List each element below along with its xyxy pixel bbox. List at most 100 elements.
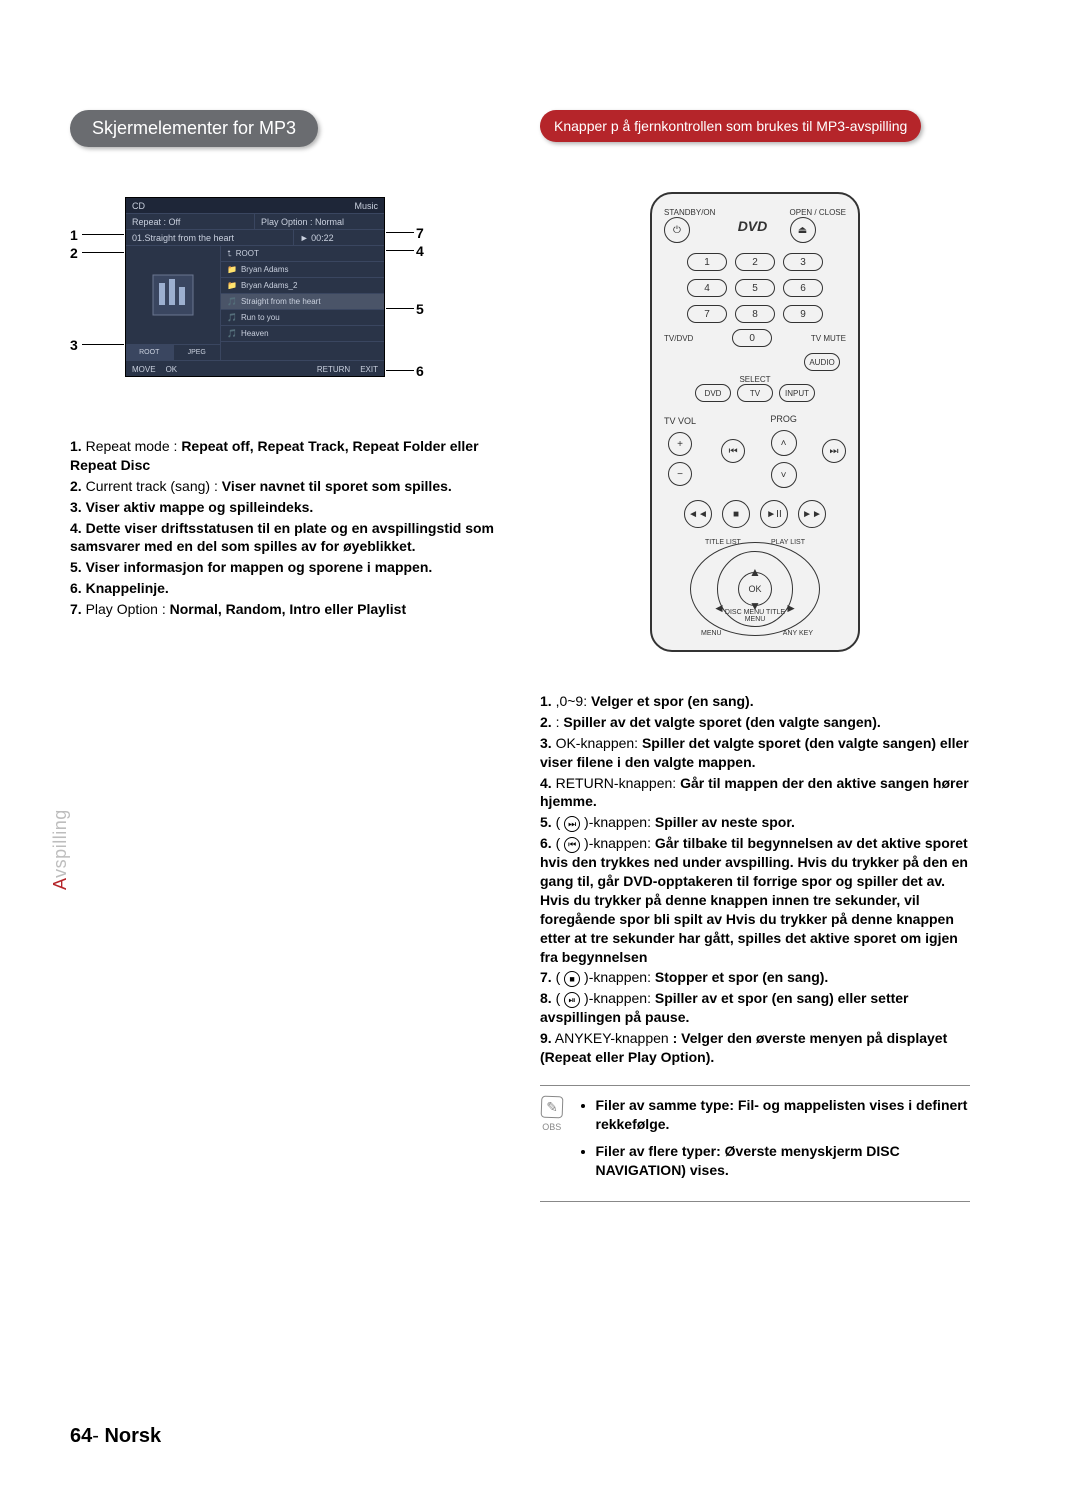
list-item: 7. Play Option : Normal, Random, Intro e… <box>70 600 500 619</box>
label-playlist: PLAY LIST <box>771 539 805 546</box>
list-item: 2. Current track (sang) : Viser navnet t… <box>70 477 500 496</box>
folder-icon <box>227 265 237 274</box>
remote-control-figure: STANDBY/ON ⏻ DVD OPEN / CLOSE ⏏ 123 456 78… <box>650 192 860 652</box>
hint-ok: OK <box>166 365 178 374</box>
play-pause-button[interactable]: ►II <box>760 500 788 528</box>
power-button[interactable]: ⏻ <box>664 217 690 243</box>
mp3-title: CD <box>132 201 145 211</box>
list-item: 6. Knappelinje. <box>70 579 500 598</box>
label-select: SELECT <box>739 375 770 384</box>
list-item: 5. Viser informasjon for mappen og spore… <box>70 558 500 577</box>
callout-1: 1 <box>70 227 78 243</box>
label-open: OPEN / CLOSE <box>790 208 846 217</box>
dpad-left[interactable]: ◄ <box>713 601 725 615</box>
label-tvmute: TV MUTE <box>811 334 846 343</box>
prog-down-button[interactable]: ˅ <box>771 462 797 488</box>
left-description-list: 1. Repeat mode : Repeat off, Repeat Trac… <box>70 437 500 619</box>
note-label: OBS <box>542 1122 561 1132</box>
side-tab-label: Avspilling <box>50 809 71 890</box>
label-menu: MENU <box>701 630 722 637</box>
hint-exit: EXIT <box>360 365 378 374</box>
stop-button[interactable]: ■ <box>722 500 750 528</box>
callout-2: 2 <box>70 245 78 261</box>
up-icon <box>227 249 232 259</box>
section-title-left: Skjermelementer for MP3 <box>70 110 318 147</box>
callout-7: 7 <box>416 225 424 241</box>
note-item: Filer av samme type: Fil- og mappelisten… <box>596 1096 971 1134</box>
select-dvd-button[interactable]: DVD <box>695 384 731 402</box>
tab-jpeg: JPEG <box>174 345 221 360</box>
dvd-logo: DVD <box>738 218 768 234</box>
rewind-button[interactable]: ◄◄ <box>684 500 712 528</box>
number-pad: 123 456 789 <box>687 253 823 323</box>
button-icon: ⏯ <box>564 992 580 1008</box>
forward-button[interactable]: ►► <box>798 500 826 528</box>
list-item: 5. ( ⏭ )-knappen: Spiller av neste spor. <box>540 813 970 832</box>
label-anykey: ANY KEY <box>783 630 813 637</box>
label-standby: STANDBY/ON <box>664 208 715 217</box>
dpad-ring: TITLE LIST PLAY LIST MENU ANY KEY DISC M… <box>690 542 820 636</box>
eject-button[interactable]: ⏏ <box>790 217 816 243</box>
hint-move: MOVE <box>132 365 156 374</box>
page-footer: 64- Norsk <box>70 1425 161 1448</box>
music-icon <box>227 297 237 306</box>
hint-return: RETURN <box>317 365 350 374</box>
num-8-button[interactable]: 8 <box>735 305 775 323</box>
mp3-current-track: 01.Straight from the heart <box>126 230 294 245</box>
mp3-screen-figure: 1 2 3 7 4 5 6 CD Music Repeat : Off <box>70 197 500 397</box>
album-art-icon <box>126 246 220 344</box>
section-title-right: Knapper p å fjernkontrollen som brukes t… <box>540 110 921 142</box>
select-tv-button[interactable]: TV <box>737 384 773 402</box>
prev-button[interactable]: ⏮ <box>721 439 745 463</box>
list-item: 2. : Spiller av det valgte sporet (den v… <box>540 713 970 732</box>
note-icon: ✎ <box>540 1096 563 1119</box>
button-icon: ⏮ <box>564 837 580 853</box>
list-item: 1. Repeat mode : Repeat off, Repeat Trac… <box>70 437 500 475</box>
num-5-button[interactable]: 5 <box>735 279 775 297</box>
button-icon: ⏭ <box>564 816 580 832</box>
prog-up-button[interactable]: ˄ <box>771 430 797 456</box>
mp3-time: ► 00:22 <box>294 230 384 245</box>
callout-3: 3 <box>70 337 78 353</box>
mp3-category: Music <box>354 201 378 211</box>
list-item: 9. ANYKEY-knappen : Velger den øverste m… <box>540 1029 970 1067</box>
button-icon: ■ <box>564 971 580 987</box>
list-item: 6. ( ⏮ )-knappen: Går tilbake til begynn… <box>540 834 970 966</box>
label-prog: PROG <box>770 414 797 424</box>
select-input-button[interactable]: INPUT <box>779 384 815 402</box>
list-item: 4. RETURN-knappen: Går til mappen der de… <box>540 774 970 812</box>
label-tvdvd: TV/DVD <box>664 334 693 343</box>
num-2-button[interactable]: 2 <box>735 253 775 271</box>
callout-5: 5 <box>416 301 424 317</box>
num-7-button[interactable]: 7 <box>687 305 727 323</box>
num-0-button[interactable]: 0 <box>732 329 772 347</box>
label-tvvol: TV VOL <box>664 416 696 426</box>
callout-6: 6 <box>416 363 424 379</box>
list-item: 3. OK-knappen: Spiller det valgte sporet… <box>540 734 970 772</box>
vol-down-button[interactable]: − <box>668 462 692 486</box>
mp3-playoption: Play Option : Normal <box>255 214 384 229</box>
num-9-button[interactable]: 9 <box>783 305 823 323</box>
list-item: 3. Viser aktiv mappe og spilleindeks. <box>70 498 500 517</box>
note-box: ✎ OBS Filer av samme type: Fil- og mappe… <box>540 1085 970 1203</box>
dpad-up[interactable]: ▲ <box>749 565 761 579</box>
dpad-right[interactable]: ► <box>785 601 797 615</box>
right-description-list: 1. ,0~9: Velger et spor (en sang). 2. : S… <box>540 692 970 1067</box>
audio-button[interactable]: AUDIO <box>804 353 840 371</box>
dpad-down[interactable]: ▼ <box>749 599 761 613</box>
list-item: 8. ( ⏯ )-knappen: Spiller av et spor (en… <box>540 989 970 1027</box>
vol-up-button[interactable]: + <box>668 432 692 456</box>
list-item: 1. ,0~9: Velger et spor (en sang). <box>540 692 970 711</box>
num-4-button[interactable]: 4 <box>687 279 727 297</box>
mp3-repeat: Repeat : Off <box>126 214 255 229</box>
num-3-button[interactable]: 3 <box>783 253 823 271</box>
note-item: Filer av flere typer: Øverste menyskjerm… <box>596 1142 971 1180</box>
next-button[interactable]: ⏭ <box>822 439 846 463</box>
list-item: 7. ( ■ )-knappen: Stopper et spor (en sa… <box>540 968 970 987</box>
label-titlelist: TITLE LIST <box>705 539 741 546</box>
num-6-button[interactable]: 6 <box>783 279 823 297</box>
num-1-button[interactable]: 1 <box>687 253 727 271</box>
folder-icon <box>227 281 237 290</box>
mp3-file-list: ROOT Bryan Adams Bryan Adams_2 Straight … <box>221 246 384 360</box>
list-item: 4. Dette viser driftsstatusen til en pla… <box>70 519 500 557</box>
